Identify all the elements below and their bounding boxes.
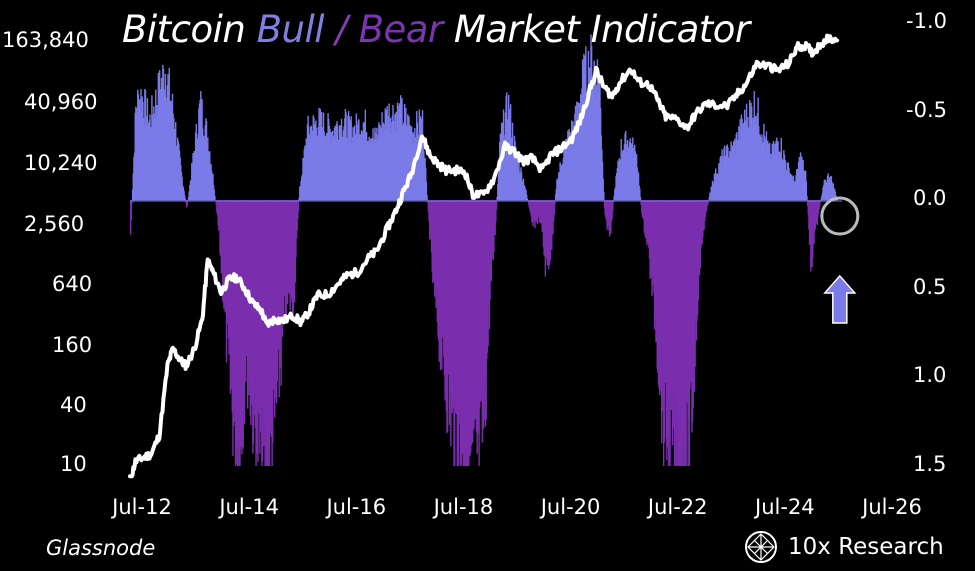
left-tick-label: 40,960 (24, 90, 98, 114)
x-tick-label: Jul-20 (540, 495, 601, 519)
indicator-bar (184, 195, 186, 201)
indicator-bar (130, 200, 133, 220)
indicator-bar (612, 200, 614, 211)
right-tick-label: 0.0 (913, 186, 947, 211)
source-label: Glassnode (46, 536, 156, 560)
left-tick-label: 10 (60, 452, 87, 476)
chart-title: Bitcoin Bull / Bear Market Indicator (122, 8, 750, 51)
left-tick-label: 160 (52, 333, 93, 357)
indicator-bar (806, 196, 808, 201)
indicator-bar (603, 192, 605, 201)
indicator-bar (526, 194, 528, 201)
indicator-bar (186, 200, 188, 206)
indicator-bar (707, 200, 709, 205)
indicator-bar (495, 200, 498, 210)
title-part-bear: Bear (358, 8, 444, 51)
indicator-bar (297, 200, 300, 212)
left-tick-label: 10,240 (24, 151, 98, 175)
indicator-bar (553, 200, 556, 215)
title-part-slash: / (324, 8, 359, 51)
title-part: Bitcoin (122, 8, 257, 51)
left-tick-label: 40 (60, 393, 87, 417)
indicator-bar (425, 181, 428, 201)
indicator-bar (526, 198, 529, 201)
indicator-bar (214, 195, 216, 201)
x-tick-label: Jul-14 (219, 495, 279, 519)
x-tick-label: Jul-16 (326, 495, 387, 519)
right-tick-label: 0.5 (913, 274, 947, 299)
brand: 10x Research (744, 530, 944, 564)
right-tick-label: -0.5 (906, 97, 947, 122)
left-tick-label: 163,840 (2, 28, 89, 52)
x-tick-label: Jul-24 (755, 495, 815, 519)
x-tick-label: Jul-22 (647, 495, 708, 519)
indicator-bar (602, 178, 604, 201)
bitcoin-price-line (128, 33, 840, 479)
indicator-bar (554, 200, 556, 204)
indicator-bar (184, 198, 187, 201)
brand-logo-icon (745, 531, 777, 563)
x-tick-label: Jul-12 (112, 495, 172, 519)
up-arrow-icon (823, 274, 857, 324)
indicator-bar (213, 189, 215, 201)
brand-name: 10x Research (788, 534, 944, 560)
indicator-bar (495, 200, 497, 222)
indicator-bar (639, 196, 642, 201)
left-tick-label: 640 (52, 272, 93, 296)
x-tick-label: Jul-18 (433, 495, 494, 519)
right-tick-label: -1.0 (906, 9, 947, 33)
indicator-bar (639, 188, 641, 201)
indicator-bar (805, 181, 808, 201)
indicator-bar (131, 200, 133, 204)
title-part-bull: Bull (256, 8, 325, 51)
right-tick-label: 1.5 (913, 452, 947, 476)
indicator-bar (819, 200, 821, 206)
indicator-bar (426, 194, 428, 201)
highlight-circle (820, 196, 860, 236)
left-tick-label: 2,560 (24, 212, 85, 236)
right-tick-label: 1.0 (913, 363, 947, 388)
x-tick-label: Jul-26 (862, 495, 922, 519)
title-part: Market Indicator (442, 8, 750, 51)
